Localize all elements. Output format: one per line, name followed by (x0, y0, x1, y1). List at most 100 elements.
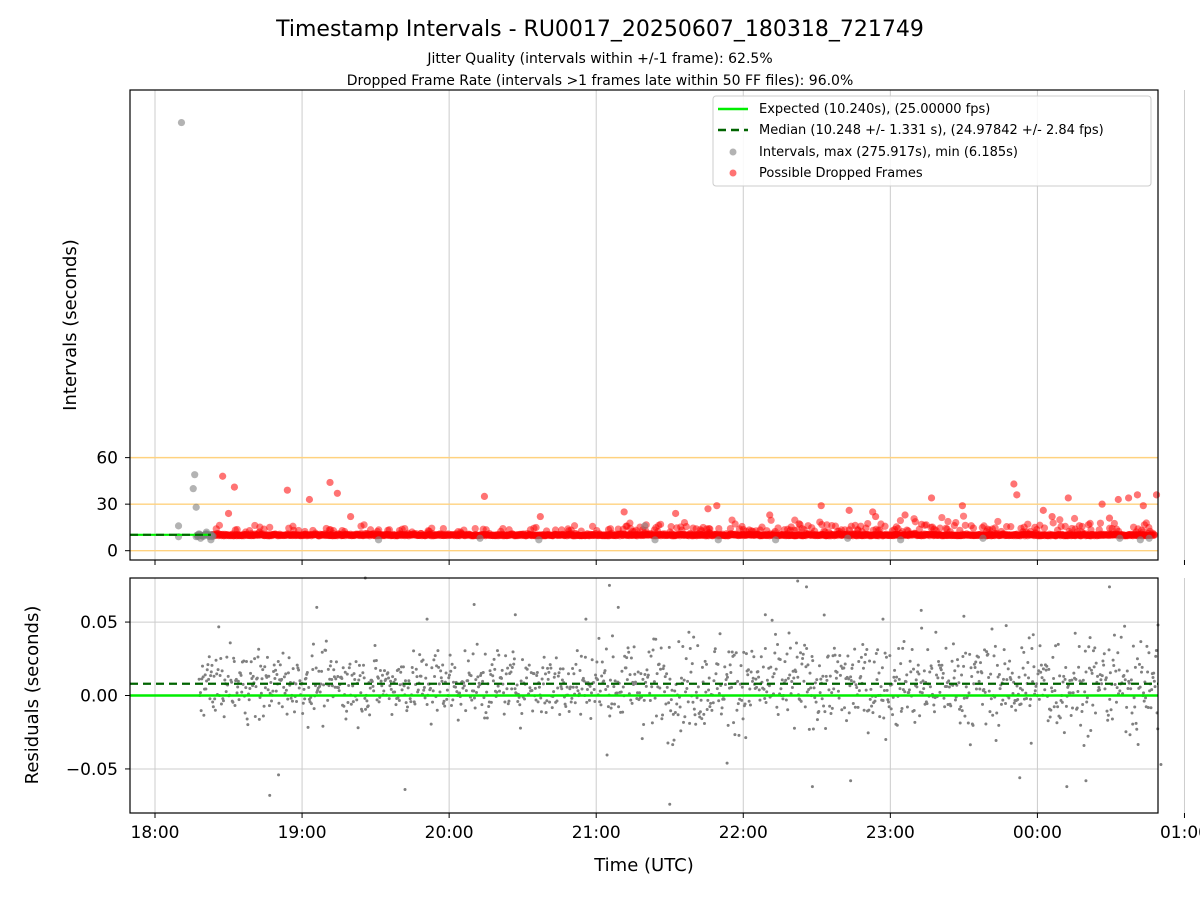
residual-point (763, 647, 767, 651)
residual-point (703, 659, 707, 663)
residual-point (811, 727, 815, 731)
residual-point (528, 686, 532, 690)
residual-point (774, 667, 778, 671)
residual-point (825, 678, 829, 682)
residual-point (284, 688, 288, 692)
residual-point (439, 669, 443, 673)
residual-point (590, 658, 594, 662)
residual-point (830, 691, 834, 695)
residual-point (645, 668, 649, 672)
residual-point (1129, 687, 1133, 691)
residual-point (378, 669, 382, 673)
residual-point (1111, 658, 1115, 662)
residual-point (957, 681, 961, 685)
dropped-frame-point (347, 512, 355, 521)
dropped-frame-point (969, 524, 978, 532)
residual-point (1140, 665, 1144, 669)
residual-point (376, 676, 380, 680)
residual-point (1123, 624, 1127, 628)
residual-point (640, 737, 644, 741)
residual-point (830, 706, 834, 710)
residual-point (263, 665, 267, 669)
residual-point (466, 659, 470, 663)
residual-point (949, 704, 953, 708)
residual-point (518, 703, 522, 707)
residual-point (794, 670, 798, 674)
residual-point (282, 675, 286, 679)
residual-point (960, 709, 964, 713)
residual-point (267, 674, 271, 678)
residual-point (813, 681, 817, 685)
residual-point (754, 677, 758, 681)
residual-point (340, 676, 344, 680)
residual-point (1042, 678, 1046, 682)
residual-point (912, 708, 916, 712)
residual-point (535, 674, 539, 678)
residual-point (683, 715, 687, 719)
interval-point (476, 534, 484, 542)
residual-point (368, 686, 372, 690)
residual-point (1045, 664, 1049, 668)
residual-point (1088, 636, 1092, 640)
residual-point (673, 689, 677, 693)
residual-point (1048, 715, 1052, 719)
residual-point (803, 643, 807, 647)
residual-point (819, 677, 823, 681)
residual-point (289, 696, 293, 700)
residual-point (663, 675, 667, 679)
residual-point (1087, 666, 1091, 670)
residual-point (1089, 728, 1093, 732)
residual-point (1132, 696, 1136, 700)
residual-point (1062, 731, 1066, 735)
residual-point (748, 687, 752, 691)
residual-point (822, 704, 826, 708)
residual-point (497, 653, 501, 657)
residual-point (387, 697, 391, 701)
residual-point (602, 679, 606, 683)
residual-point (746, 673, 750, 677)
residual-point (1085, 696, 1089, 700)
residual-point (438, 690, 442, 694)
residual-point (853, 705, 857, 709)
residual-point (862, 708, 866, 712)
residual-point (934, 630, 938, 634)
residual-point (630, 701, 634, 705)
residual-point (1098, 688, 1102, 692)
residual-point (341, 666, 345, 670)
residual-point (422, 686, 426, 690)
residual-point (429, 722, 433, 726)
residual-point (1071, 691, 1075, 695)
residual-point (387, 676, 391, 680)
residual-point (332, 668, 336, 672)
residual-point (393, 690, 397, 694)
residual-point (1076, 690, 1080, 694)
residual-point (1135, 657, 1139, 661)
residual-point (1087, 645, 1091, 649)
residual-point (1020, 688, 1024, 692)
dropped-frame-point (333, 489, 341, 497)
dropped-frame-point (766, 511, 774, 519)
residual-point (1041, 667, 1045, 671)
residual-point (964, 651, 968, 655)
residual-point (1026, 660, 1030, 664)
residual-point (285, 712, 289, 716)
residual-point (692, 635, 696, 639)
residual-point (925, 702, 929, 706)
residual-point (944, 646, 948, 650)
residual-point (1084, 670, 1088, 674)
residual-point (490, 663, 494, 667)
residual-point (1147, 651, 1151, 655)
residual-point (983, 648, 987, 652)
residual-point (311, 642, 315, 646)
dropped-frame-point (864, 520, 872, 528)
residual-point (915, 685, 919, 689)
residual-point (669, 698, 673, 702)
residual-point (900, 706, 904, 710)
x-tick-label: 22:00 (719, 823, 768, 843)
residual-point (675, 702, 679, 706)
residual-point (854, 683, 858, 687)
residual-point (362, 663, 366, 667)
dropped-frame-point (532, 523, 540, 532)
residual-point (510, 666, 514, 670)
x-tick-label: 23:00 (866, 823, 915, 843)
